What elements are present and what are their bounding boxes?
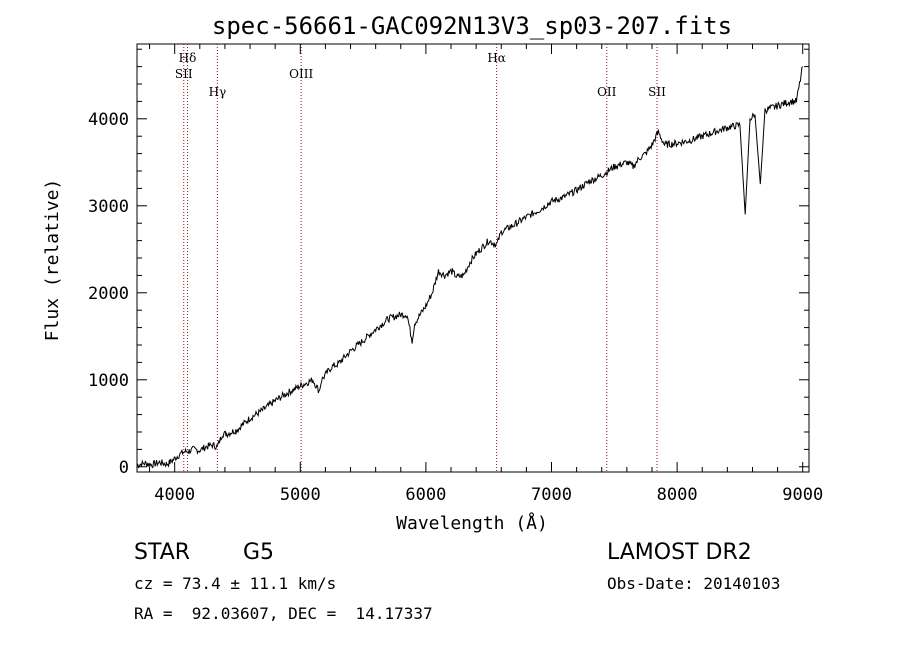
spectral-line-label: SII — [175, 67, 193, 81]
x-tick-label: 7000 — [531, 485, 572, 505]
y-tick-label: 1000 — [88, 371, 129, 391]
axis-ticks: 4000 5000 6000 7000 8000 9000 0 1000 2000 3000 400… — [88, 44, 823, 505]
spectral-line-label: Hγ — [209, 85, 227, 99]
x-tick-label: 8000 — [657, 485, 698, 505]
spectrum-chart: spec-56661-GAC092N13V3_sp03-207.fits Hδ S… — [42, 12, 823, 534]
y-axis-label: Flux (relative) — [42, 179, 63, 342]
x-axis-label: Wavelength (Å) — [396, 512, 548, 534]
y-tick-label: 2000 — [88, 284, 129, 304]
chart-title: spec-56661-GAC092N13V3_sp03-207.fits — [212, 12, 732, 40]
spectrum-line — [136, 66, 804, 469]
x-tick-label: 6000 — [405, 485, 446, 505]
spectral-line-markers: Hδ SII Hγ OIII Hα OII SII — [175, 44, 666, 472]
x-tick-label: 9000 — [782, 485, 823, 505]
spectral-line-label: Hα — [487, 51, 506, 65]
object-type: STAR — [134, 540, 191, 565]
x-tick-label: 4000 — [154, 485, 195, 505]
coordinates-text: RA = 92.03607, DEC = 14.17337 — [134, 604, 433, 623]
survey-name: LAMOST DR2 — [607, 540, 752, 565]
object-subclass: G5 — [243, 540, 275, 565]
spectral-line-label: OII — [597, 85, 617, 99]
obs-date-text: Obs-Date: 20140103 — [607, 574, 781, 593]
x-tick-label: 5000 — [280, 485, 321, 505]
y-tick-label: 3000 — [88, 197, 129, 217]
y-tick-label: 4000 — [88, 110, 129, 130]
spectral-line-label: Hδ — [179, 51, 197, 65]
spectral-line-label: SII — [648, 85, 666, 99]
redshift-text: cz = 73.4 ± 11.1 km/s — [134, 574, 337, 593]
y-tick-label: 0 — [119, 458, 129, 478]
spectral-line-label: OIII — [289, 67, 313, 81]
